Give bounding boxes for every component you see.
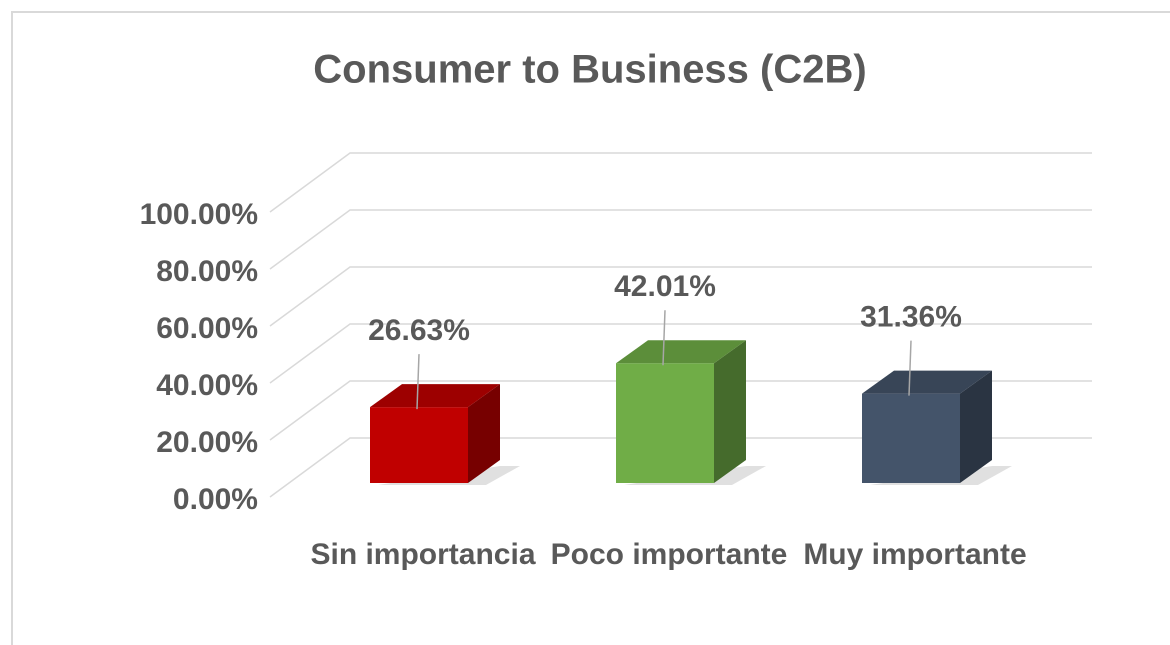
- bar-top: [862, 370, 992, 394]
- bar-front: [862, 393, 960, 483]
- y-tick-label: 20.00%: [156, 426, 258, 459]
- bar: [370, 384, 520, 485]
- x-tick-label: Muy importante: [803, 538, 1027, 571]
- grid-line: [269, 152, 1092, 213]
- chart-title: Consumer to Business (C2B): [313, 48, 866, 92]
- bar-front: [616, 363, 714, 483]
- bar-front: [370, 407, 468, 483]
- data-label: 31.36%: [860, 301, 962, 334]
- bar-side: [468, 384, 500, 483]
- leader-line: [908, 340, 912, 396]
- bar-side: [960, 370, 992, 483]
- x-tick-label: Sin importancia: [310, 538, 536, 571]
- y-tick-label: 40.00%: [156, 369, 258, 402]
- grid-line: [269, 209, 1092, 270]
- y-tick-label: 100.00%: [140, 198, 258, 231]
- data-label: 26.63%: [368, 314, 470, 347]
- grid-line: [269, 323, 1092, 384]
- data-label: 42.01%: [614, 270, 716, 303]
- leader-line: [416, 354, 420, 410]
- y-tick-label: 60.00%: [156, 312, 258, 345]
- bar: [862, 370, 1012, 485]
- bar-top: [370, 384, 500, 408]
- bar: [616, 340, 766, 485]
- chart-border: [11, 11, 1170, 645]
- grid-line: [269, 266, 1092, 327]
- leader-line: [662, 310, 666, 366]
- x-tick-label: Poco importante: [550, 538, 788, 571]
- bar-top: [616, 340, 746, 364]
- grid-line: [269, 380, 1092, 441]
- grid-line: [269, 437, 1092, 498]
- bar-side: [714, 340, 746, 483]
- y-tick-label: 0.00%: [173, 483, 258, 516]
- y-tick-label: 80.00%: [156, 255, 258, 288]
